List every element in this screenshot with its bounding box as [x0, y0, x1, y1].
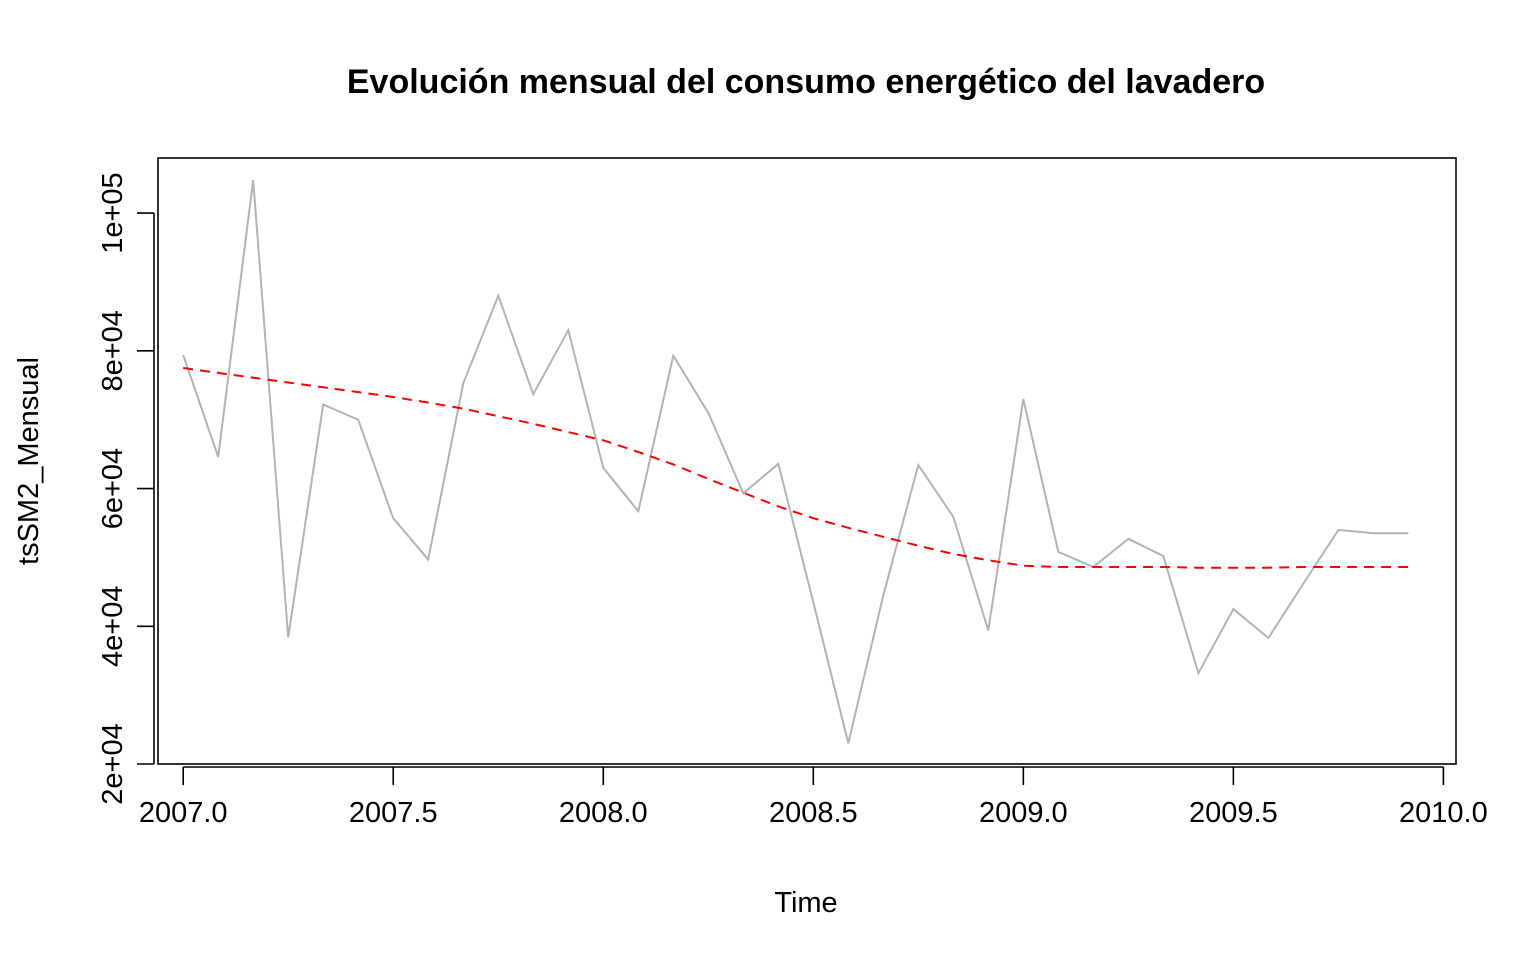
x-tick-label: 2008.5: [769, 797, 858, 829]
x-tick-label: 2009.5: [1189, 797, 1278, 829]
plot-area-frame: [157, 157, 1457, 765]
y-axis: 2e+04 4e+04 6e+04 8e+04 1e+05: [97, 172, 155, 805]
x-tick-label: 2007.5: [349, 797, 438, 829]
x-axis: 2007.0 2007.5 2008.0 2008.5 2009.0 2009.5 2010…: [139, 766, 1488, 829]
chart-title: Evolución mensual del consumo energético…: [347, 63, 1265, 101]
x-axis-label: Time: [774, 887, 837, 919]
x-tick-label: 2008.0: [559, 797, 648, 829]
y-tick-label: 4e+04: [97, 586, 129, 667]
series-line: [182, 179, 1409, 744]
x-tick-label: 2009.0: [979, 797, 1068, 829]
y-axis-label: tsSM2_Mensual: [13, 357, 45, 565]
y-tick-label: 1e+05: [97, 172, 129, 253]
y-tick-label: 6e+04: [97, 448, 129, 529]
x-tick-label: 2010.0: [1399, 797, 1488, 829]
trend-line: [183, 367, 1409, 569]
series-layer: [182, 179, 1409, 744]
x-tick-label: 2007.0: [139, 797, 228, 829]
y-tick-label: 8e+04: [97, 310, 129, 391]
y-tick-label: 2e+04: [97, 723, 129, 804]
